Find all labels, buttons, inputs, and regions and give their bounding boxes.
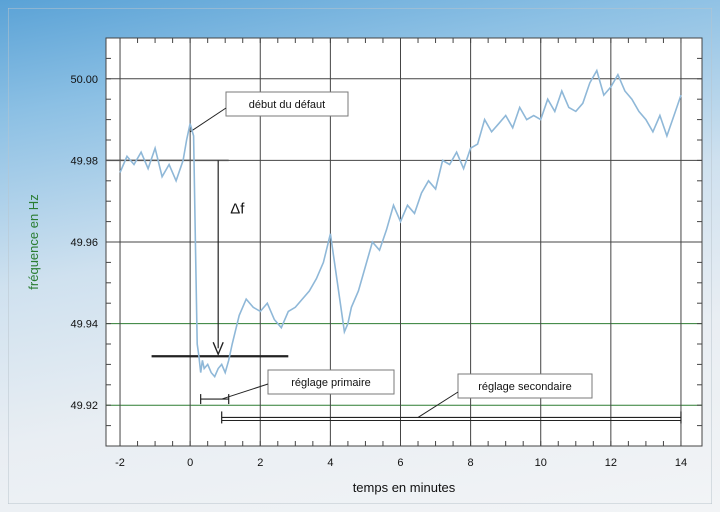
x-tick-label: 12 (605, 457, 617, 469)
frequency-chart: -2 0 2 4 6 8 10 12 14 49.9249.9449.9649.9850.00 … (8, 8, 712, 504)
y-axis-title: fréquence en Hz (26, 194, 41, 289)
annotation-box-primary (267, 369, 395, 395)
x-tick-label: 14 (675, 457, 687, 469)
x-tick-label: 6 (397, 457, 403, 469)
leader-fault-start (189, 107, 227, 133)
y-tick-label: 49.92 (70, 400, 98, 412)
annotation-box-fault-start (225, 91, 349, 117)
y-tick-label: 49.98 (70, 155, 98, 167)
delta-f-arrow-head (212, 341, 224, 357)
y-tick-label: 50.00 (70, 74, 98, 86)
y-tick-label: 49.94 (70, 319, 98, 331)
leader-secondary (417, 391, 459, 418)
annotation-layer: début du défaut Δf réglage primaire réglage… (106, 91, 682, 424)
x-axis-title: temps en minutes (353, 480, 456, 495)
annotation-primary: réglage primaire (291, 377, 370, 389)
y-tick-label: 49.96 (70, 237, 98, 249)
annotation-delta-f: Δf (230, 200, 245, 217)
leader-primary (221, 383, 269, 400)
x-tick-labels: -2 0 2 4 6 8 10 12 14 (115, 457, 687, 469)
annotation-box-secondary (457, 373, 593, 399)
series-line-frequency (119, 68, 682, 379)
annotation-secondary: réglage secondaire (478, 381, 572, 393)
x-tick-label: 4 (327, 457, 333, 469)
x-tick-label: 10 (535, 457, 547, 469)
x-tick-label: 0 (187, 457, 193, 469)
x-tick-label: 8 (468, 457, 474, 469)
x-tick-label: 2 (257, 457, 263, 469)
chart-panel: -2 0 2 4 6 8 10 12 14 49.92 49.94 49.96 49.98 50.00 … (8, 8, 712, 504)
axis-ticks (106, 38, 702, 446)
annotation-fault-start: début du défaut (249, 99, 325, 111)
y-tick-labels: 49.92 49.94 49.96 49.98 50.00 (70, 74, 98, 412)
x-tick-label: -2 (115, 457, 125, 469)
